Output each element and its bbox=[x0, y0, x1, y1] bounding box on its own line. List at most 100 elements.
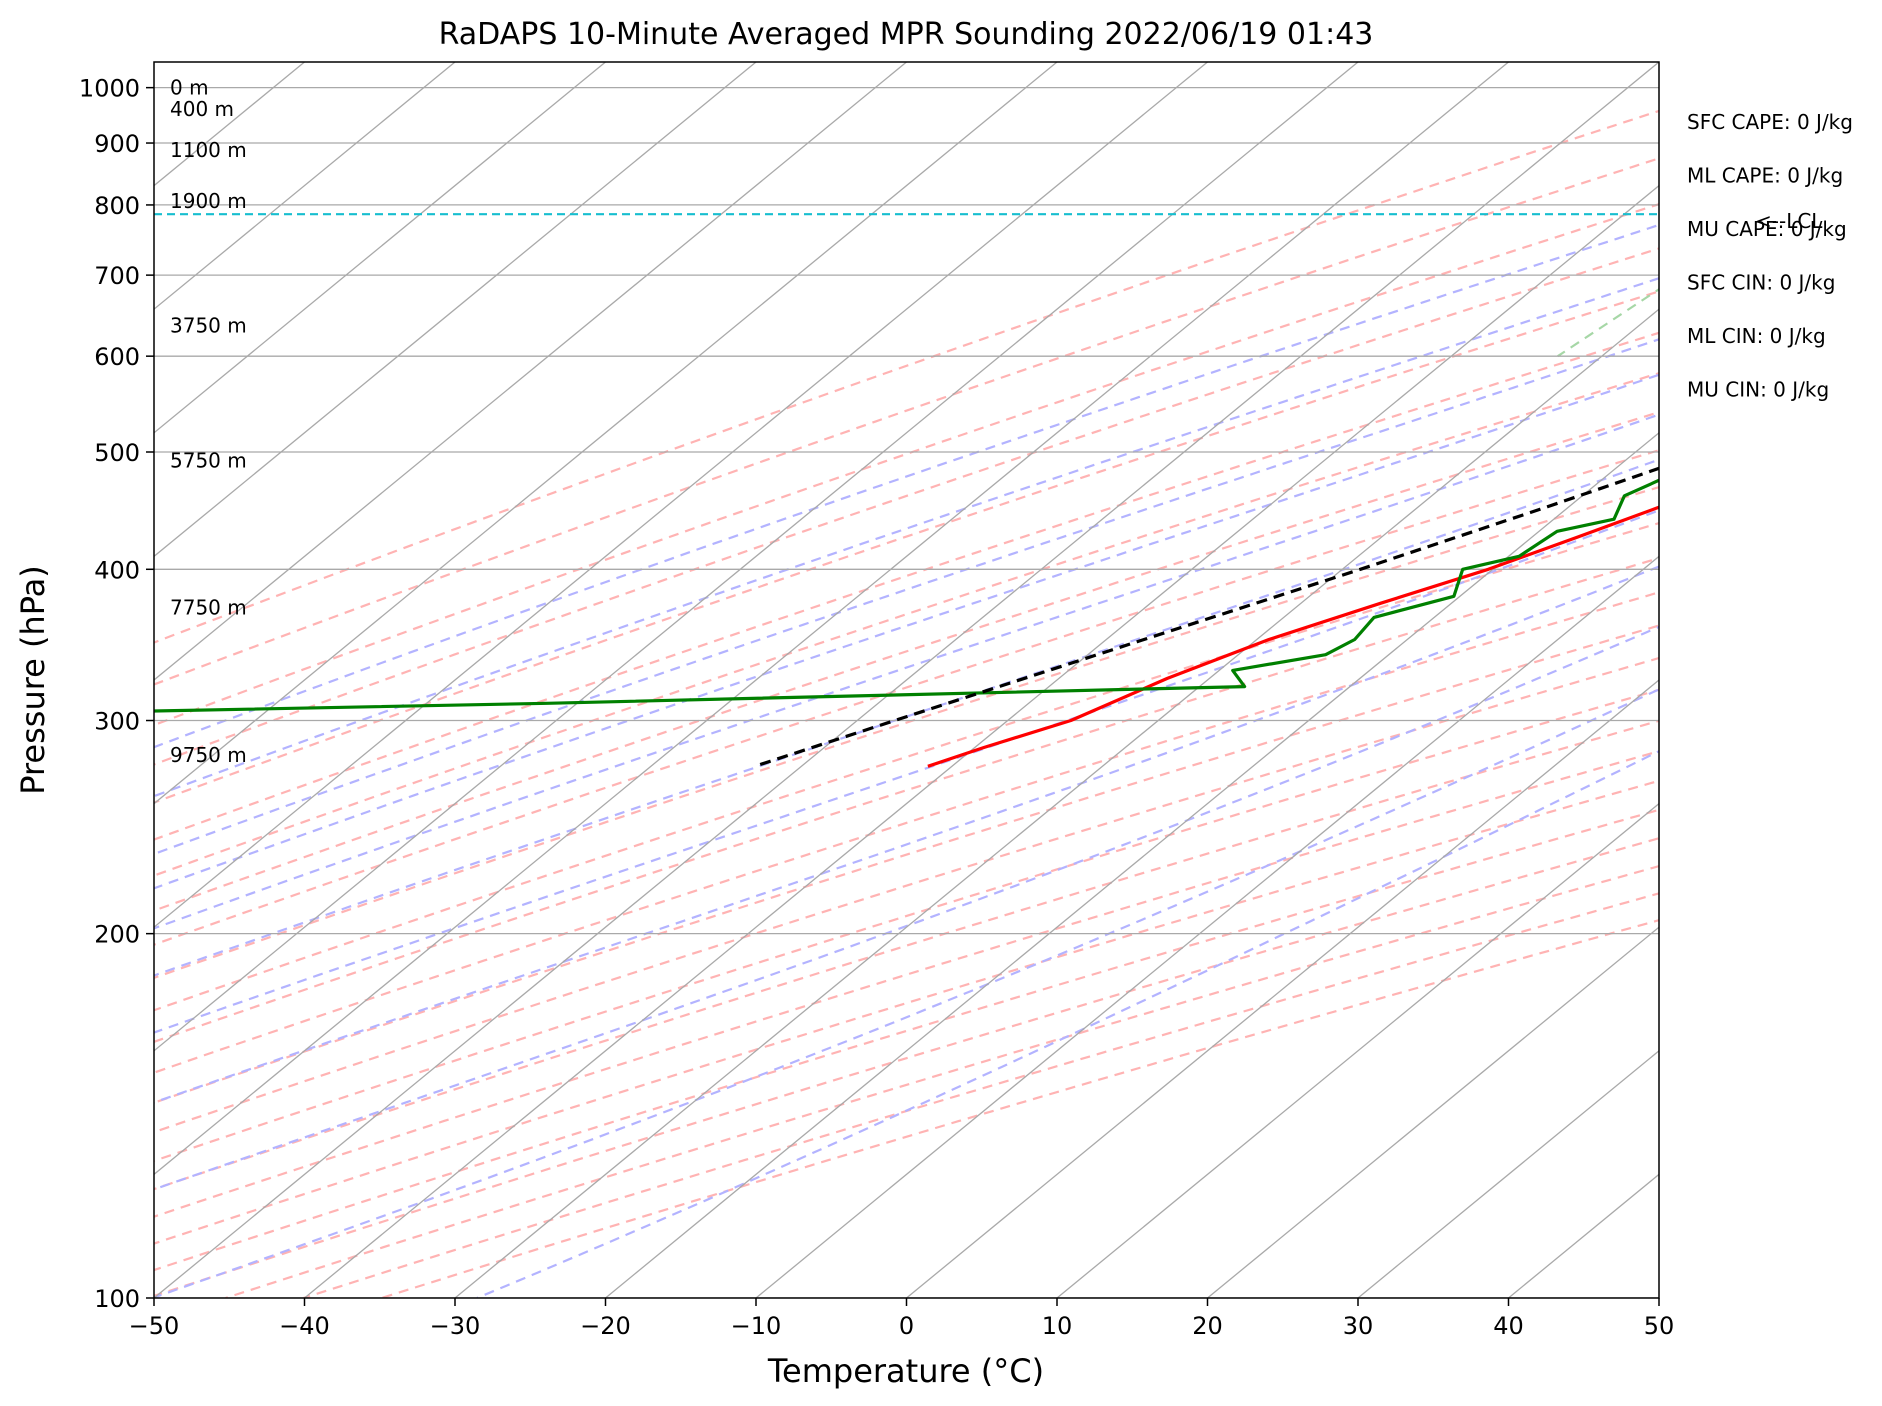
moist-adiabat-line bbox=[154, 277, 1659, 798]
dry-adiabat-line bbox=[154, 688, 1659, 1163]
x-axis-ticks: −50 −40 −30 −20 −10 0 10 20 30 40 50 bbox=[129, 1298, 1675, 1340]
stability-indices: SFC CAPE: 0 J/kg ML CAPE: 0 J/kg MU CAPE: … bbox=[1687, 110, 1853, 402]
dry-adiabat-line bbox=[154, 837, 1659, 1298]
mixing-ratio-line bbox=[1828, 62, 1882, 356]
dry-adiabat-line bbox=[154, 521, 1659, 1012]
moist-adiabat-line bbox=[154, 509, 1659, 1034]
height-label: 7750 m bbox=[170, 595, 247, 619]
isotherm-line bbox=[1056, 802, 1659, 1298]
isotherm-line bbox=[454, 308, 1659, 1298]
x-tick-label: −30 bbox=[430, 1312, 481, 1340]
moist-adiabat-line bbox=[154, 458, 1659, 977]
isotherm-line bbox=[154, 62, 1208, 929]
y-tick-label: 900 bbox=[94, 130, 140, 158]
isotherm-line bbox=[1508, 1173, 1659, 1298]
isotherm-line bbox=[1207, 926, 1659, 1298]
dry-adiabat-line bbox=[154, 411, 1659, 912]
isotherm-line bbox=[154, 62, 1509, 1176]
moist-adiabat-line bbox=[154, 625, 1659, 1191]
temperature-line bbox=[927, 505, 1659, 768]
x-tick-label: 0 bbox=[899, 1312, 914, 1340]
stat-text: ML CAPE: 0 J/kg bbox=[1687, 164, 1843, 188]
isotherm-line bbox=[154, 62, 907, 681]
dry-adiabat-line bbox=[154, 719, 1659, 1191]
dry-adiabat-line bbox=[154, 247, 1659, 766]
isotherm-line bbox=[906, 679, 1659, 1298]
stat-text: SFC CIN: 0 J/kg bbox=[1687, 271, 1835, 295]
dry-adiabat-line bbox=[154, 749, 1659, 1218]
isotherm-line bbox=[1658, 1297, 1659, 1298]
dry-adiabat-line bbox=[154, 449, 1659, 946]
isotherm-line bbox=[154, 62, 1359, 1052]
plot-area bbox=[0, 62, 1882, 1298]
isotherm-line bbox=[0, 62, 4, 1298]
dry-adiabats bbox=[154, 109, 1659, 1298]
dry-adiabat-line bbox=[154, 624, 1659, 1104]
stat-text: MU CIN: 0 J/kg bbox=[1687, 378, 1829, 402]
height-label: 0 m bbox=[170, 76, 209, 100]
dry-adiabat-line bbox=[154, 157, 1659, 686]
lcl-label: <--LCL bbox=[1755, 209, 1823, 233]
isotherm-line bbox=[1357, 1049, 1659, 1298]
height-label: 9750 m bbox=[170, 743, 247, 767]
isotherm-line bbox=[154, 62, 757, 558]
x-tick-label: −10 bbox=[731, 1312, 782, 1340]
stat-text: SFC CAPE: 0 J/kg bbox=[1687, 110, 1853, 134]
mixing-ratio-lines bbox=[1557, 62, 1882, 358]
dry-adiabat-line bbox=[154, 808, 1659, 1272]
x-tick-label: −40 bbox=[279, 1312, 330, 1340]
height-label: 5750 m bbox=[170, 448, 247, 472]
y-tick-label: 200 bbox=[94, 921, 140, 949]
isotherm-line bbox=[154, 62, 456, 311]
dewpoint-line bbox=[154, 478, 1659, 713]
y-tick-label: 800 bbox=[94, 192, 140, 220]
stat-text: MU CAPE: 0 J/kg bbox=[1687, 217, 1847, 241]
dry-adiabat-line bbox=[154, 656, 1659, 1134]
moist-adiabat-line bbox=[154, 413, 1659, 930]
dry-adiabat-line bbox=[154, 485, 1659, 980]
x-tick-label: 10 bbox=[1042, 1312, 1073, 1340]
moist-adiabat-line bbox=[154, 688, 1659, 1298]
x-tick-label: 20 bbox=[1192, 1312, 1223, 1340]
x-axis-label: Temperature (°C) bbox=[767, 1352, 1044, 1390]
isotherm-line bbox=[605, 431, 1659, 1298]
x-tick-label: 40 bbox=[1493, 1312, 1524, 1340]
dry-adiabat-line bbox=[303, 892, 1659, 1298]
isotherm-line bbox=[154, 62, 606, 434]
isotherm-line bbox=[755, 555, 1659, 1298]
moist-adiabats bbox=[154, 223, 1659, 1298]
mixing-ratio-line bbox=[1557, 287, 1659, 358]
height-label: 400 m bbox=[170, 97, 234, 121]
dry-adiabat-line bbox=[154, 331, 1659, 841]
x-tick-label: −50 bbox=[129, 1312, 180, 1340]
dry-adiabat-line bbox=[154, 109, 1659, 644]
stat-text: ML CIN: 0 J/kg bbox=[1687, 324, 1826, 348]
y-axis-label: Pressure (hPa) bbox=[14, 565, 52, 795]
chart-title: RaDAPS 10-Minute Averaged MPR Sounding 2… bbox=[439, 17, 1374, 52]
dry-adiabat-line bbox=[154, 371, 1659, 877]
height-label: 3750 m bbox=[170, 314, 247, 338]
x-tick-label: −20 bbox=[580, 1312, 631, 1340]
moist-adiabat-line bbox=[154, 373, 1659, 890]
dry-adiabat-line bbox=[154, 779, 1659, 1245]
dry-adiabat-line bbox=[154, 591, 1659, 1074]
x-tick-label: 50 bbox=[1644, 1312, 1675, 1340]
moist-adiabat-line bbox=[476, 749, 1659, 1298]
isobars bbox=[154, 86, 1659, 1298]
dry-adiabat-line bbox=[154, 556, 1659, 1043]
y-tick-label: 100 bbox=[94, 1285, 140, 1313]
isotherm-line bbox=[304, 184, 1659, 1298]
moist-adiabat-line bbox=[154, 223, 1659, 749]
dry-adiabat-line bbox=[225, 864, 1659, 1298]
dry-adiabat-line bbox=[154, 203, 1659, 727]
y-tick-label: 300 bbox=[94, 708, 140, 736]
dry-adiabat-line bbox=[154, 290, 1659, 804]
isotherms bbox=[0, 62, 1659, 1298]
isotherm-line bbox=[154, 62, 1659, 1298]
y-tick-label: 700 bbox=[94, 262, 140, 290]
moist-adiabat-line bbox=[154, 565, 1659, 1104]
moist-adiabat-line bbox=[154, 338, 1659, 856]
y-tick-label: 600 bbox=[94, 343, 140, 371]
sounding-series bbox=[154, 466, 1659, 768]
